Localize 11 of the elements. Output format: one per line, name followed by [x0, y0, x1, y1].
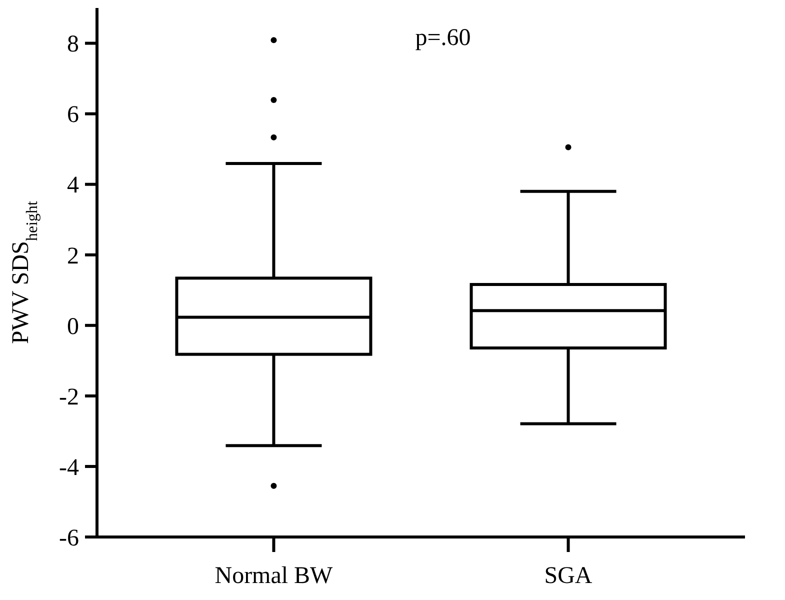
- y-tick-label: -4: [59, 454, 79, 481]
- annotation: p=.60: [415, 25, 471, 51]
- y-tick-label: 2: [67, 243, 79, 270]
- y-tick-label: 0: [67, 314, 79, 340]
- x-tick-label: SGA: [544, 563, 593, 589]
- y-tick-label: -2: [59, 384, 79, 410]
- y-tick-label: 6: [67, 102, 79, 128]
- x-tick-label: Normal BW: [214, 563, 334, 589]
- y-tick-label: 4: [67, 172, 79, 199]
- y-tick-label: 8: [67, 32, 79, 58]
- y-tick-label: -6: [59, 525, 79, 552]
